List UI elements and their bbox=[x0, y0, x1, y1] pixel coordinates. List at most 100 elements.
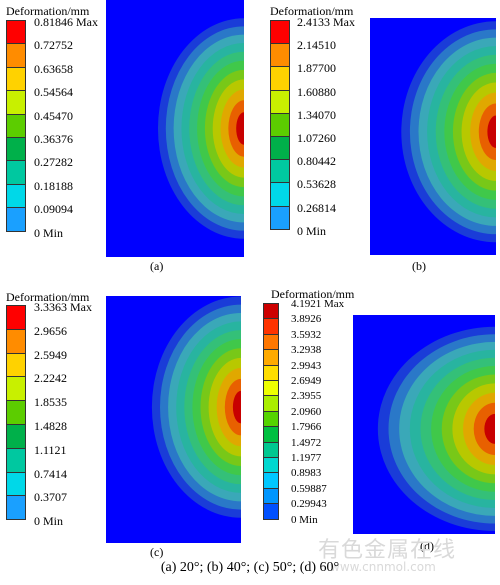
legend-swatch bbox=[6, 113, 26, 138]
contour-plot-b bbox=[370, 18, 496, 255]
contour-plot-a bbox=[106, 0, 244, 257]
legend-swatch bbox=[263, 410, 279, 428]
legend-swatch bbox=[263, 503, 279, 520]
legend-value: 1.1977 bbox=[291, 452, 322, 464]
legend-swatch bbox=[270, 182, 290, 207]
legend-swatch bbox=[6, 400, 26, 425]
legend-swatch bbox=[6, 352, 26, 378]
legend-value: 0.09094 bbox=[34, 202, 73, 217]
legend-swatch bbox=[6, 137, 26, 162]
legend-swatch bbox=[6, 447, 26, 473]
legend-swatch bbox=[263, 441, 279, 458]
legend-value: 0.36376 bbox=[34, 132, 73, 146]
legend-value: 1.1121 bbox=[34, 442, 67, 457]
legend-swatch bbox=[270, 205, 290, 230]
legend-swatch bbox=[6, 207, 26, 232]
legend-value: 0.80442 bbox=[297, 154, 336, 169]
legend-swatch bbox=[6, 90, 26, 115]
legend-swatch bbox=[270, 20, 290, 45]
legend-swatch bbox=[263, 395, 279, 412]
legend-swatch bbox=[6, 305, 26, 330]
legend-swatch bbox=[6, 328, 26, 354]
legend-value: 1.8535 bbox=[34, 395, 67, 410]
contour-band bbox=[487, 115, 496, 148]
contour-band bbox=[484, 413, 495, 444]
legend-swatch bbox=[6, 495, 26, 521]
legend-swatch bbox=[263, 380, 279, 397]
legend-value: 0.8983 bbox=[291, 467, 322, 480]
legend-swatch bbox=[263, 349, 279, 366]
legend-value: 0 Min bbox=[291, 513, 318, 526]
contour-band bbox=[232, 390, 241, 424]
legend-swatch bbox=[6, 66, 26, 92]
legend-value: 0.45470 bbox=[34, 108, 73, 123]
legend-value: 0.27282 bbox=[34, 155, 73, 170]
legend-value: 1.07260 bbox=[297, 131, 336, 145]
legend-value: 3.5932 bbox=[291, 328, 322, 341]
contour-band bbox=[236, 112, 244, 145]
legend-value: 1.7966 bbox=[291, 421, 322, 434]
legend-swatch bbox=[263, 333, 279, 351]
legend-value: 0.53628 bbox=[297, 177, 336, 192]
legend-swatch bbox=[263, 318, 279, 335]
legend-value: 0.54564 bbox=[34, 85, 73, 100]
subfigure-label-b: (b) bbox=[412, 259, 426, 273]
legend-swatch bbox=[270, 43, 290, 68]
legend-swatch bbox=[6, 471, 26, 497]
legend-swatch bbox=[6, 20, 26, 45]
legend-value: 3.2938 bbox=[291, 344, 322, 357]
watermark-text: 有色金属在线 bbox=[318, 538, 457, 563]
legend-value: 0.81846 Max bbox=[34, 15, 98, 29]
legend-value: 3.3363 Max bbox=[34, 300, 92, 314]
legend-value: 1.87700 bbox=[297, 61, 336, 76]
legend-value: 0.63658 bbox=[34, 61, 73, 76]
legend-value: 2.6949 bbox=[291, 375, 322, 387]
legend-value: 2.2242 bbox=[34, 371, 67, 386]
legend-swatch bbox=[263, 426, 279, 443]
legend-value: 0.7414 bbox=[34, 466, 67, 481]
contour-plot-c bbox=[106, 296, 241, 543]
legend-swatch bbox=[263, 457, 279, 474]
legend-title-c: Deformation/mm bbox=[6, 290, 90, 304]
legend-value: 0 Min bbox=[34, 514, 64, 529]
legend-title-b: Deformation/mm bbox=[270, 4, 354, 18]
legend-value: 2.4133 Max bbox=[297, 15, 355, 29]
legend-value: 0.18188 bbox=[34, 178, 73, 193]
legend-swatch bbox=[270, 89, 290, 114]
legend-swatch bbox=[270, 136, 290, 161]
legend-value: 1.4828 bbox=[34, 419, 67, 433]
legend-swatch bbox=[6, 183, 26, 209]
legend-value: 0.59887 bbox=[291, 482, 327, 495]
legend-swatch bbox=[263, 487, 279, 505]
legend-swatch bbox=[263, 472, 279, 489]
legend-value: 2.3955 bbox=[291, 390, 322, 403]
legend-title-a: Deformation/mm bbox=[6, 4, 90, 18]
legend-value: 2.5949 bbox=[34, 347, 67, 362]
legend-value: 0 Min bbox=[34, 225, 64, 240]
legend-value: 2.9943 bbox=[291, 359, 322, 372]
legend-swatch bbox=[270, 159, 290, 184]
legend-swatch bbox=[263, 303, 279, 320]
legend-swatch bbox=[6, 160, 26, 185]
legend-value: 4.1921 Max bbox=[291, 298, 345, 310]
legend-value: 0.3707 bbox=[34, 490, 67, 505]
legend-value: 0 Min bbox=[297, 223, 327, 238]
contour-plot-d bbox=[353, 315, 495, 534]
subfigure-label-d: (d) bbox=[420, 539, 434, 553]
legend-swatch bbox=[270, 66, 290, 91]
legend-title-d: Deformation/mm bbox=[271, 287, 355, 301]
legend-value: 0.29943 bbox=[291, 498, 327, 511]
legend-swatch bbox=[270, 112, 290, 137]
legend-swatch bbox=[263, 364, 279, 381]
legend-value: 1.60880 bbox=[297, 84, 336, 99]
legend-value: 0.26814 bbox=[297, 200, 336, 215]
legend-swatch bbox=[6, 424, 26, 449]
figure-caption: (a) 20°; (b) 40°; (c) 50°; (d) 60° bbox=[160, 560, 340, 575]
legend-value: 2.0960 bbox=[291, 405, 322, 418]
legend-value: 1.34070 bbox=[297, 107, 336, 122]
subfigure-label-c: (c) bbox=[150, 545, 164, 559]
legend-value: 1.4972 bbox=[291, 436, 322, 449]
subfigure-label-a: (a) bbox=[150, 259, 164, 273]
legend-value: 2.14510 bbox=[297, 38, 336, 53]
legend-swatch bbox=[6, 43, 26, 68]
